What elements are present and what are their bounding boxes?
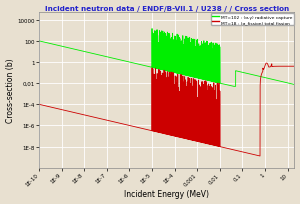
MT=102 : (σ,γ) radiative capture: (4.75e-09, 14.5): (σ,γ) radiative capture: (4.75e-09, 14.5… — [75, 49, 79, 52]
MT=18 : (σ_fission) total fission: (3.93e-10, 5.05e-05): (σ_fission) total fission: (3.93e-10, 5.… — [51, 107, 54, 109]
MT=102 : (σ,γ) radiative capture: (0.0401, 0.005): (σ,γ) radiative capture: (0.0401, 0.005) — [232, 86, 235, 88]
Line: MT=102 : (σ,γ) radiative capture: MT=102 : (σ,γ) radiative capture — [39, 29, 294, 87]
MT=18 : (σ_fission) total fission: (1e-10, 0.0001): (σ_fission) total fission: (1e-10, 0.000… — [37, 104, 41, 106]
MT=18 : (σ_fission) total fission: (8.38e-08, 3.45e-06): (σ_fission) total fission: (8.38e-08, 3.… — [103, 119, 107, 121]
MT=102 : (σ,γ) radiative capture: (8.85e-05, 0.106): (σ,γ) radiative capture: (8.85e-05, 0.10… — [172, 72, 175, 74]
MT=102 : (σ,γ) radiative capture: (1e-10, 100): (σ,γ) radiative capture: (1e-10, 100) — [37, 40, 41, 43]
MT=102 : (σ,γ) radiative capture: (0.000745, 0.0366): (σ,γ) radiative capture: (0.000745, 0.03… — [193, 76, 196, 79]
MT=18 : (σ_fission) total fission: (0.6, 1.29e-09): (σ_fission) total fission: (0.6, 1.29e-0… — [258, 155, 262, 157]
MT=18 : (σ_fission) total fission: (4.75e-09, 1.45e-05): (σ_fission) total fission: (4.75e-09, 1.… — [75, 112, 79, 115]
MT=102 : (σ,γ) radiative capture: (20, 0.00751): (σ,γ) radiative capture: (20, 0.00751) — [292, 84, 296, 86]
MT=102 : (σ,γ) radiative capture: (9.99e-06, 1.45e+03): (σ,γ) radiative capture: (9.99e-06, 1.45… — [150, 28, 154, 31]
MT=102 : (σ,γ) radiative capture: (6.11e-05, 0.128): (σ,γ) radiative capture: (6.11e-05, 0.12… — [168, 71, 172, 73]
Line: MT=18 : (σ_fission) total fission: MT=18 : (σ_fission) total fission — [39, 64, 294, 156]
MT=18 : (σ_fission) total fission: (8.83e-05, 1.06e-07): (σ_fission) total fission: (8.83e-05, 1.… — [172, 135, 175, 137]
X-axis label: Incident Energy (MeV): Incident Energy (MeV) — [124, 190, 209, 198]
Y-axis label: Cross-section (b): Cross-section (b) — [6, 58, 15, 123]
MT=102 : (σ,γ) radiative capture: (8.38e-08, 3.45): (σ,γ) radiative capture: (8.38e-08, 3.45… — [103, 56, 107, 58]
Title: Incident neutron data / ENDF/B-VII.1 / U238 / / Cross section: Incident neutron data / ENDF/B-VII.1 / U… — [45, 6, 289, 11]
Legend: MT=102 : (σ,γ) radiative capture, MT=18 : (σ_fission) total fission: MT=102 : (σ,γ) radiative capture, MT=18 … — [211, 14, 294, 26]
MT=18 : (σ_fission) total fission: (1.17, 0.8): (σ_fission) total fission: (1.17, 0.8) — [265, 62, 268, 65]
MT=18 : (σ_fission) total fission: (20, 0.4): (σ_fission) total fission: (20, 0.4) — [292, 66, 296, 68]
MT=18 : (σ_fission) total fission: (0.000743, 3.67e-08): (σ_fission) total fission: (0.000743, 3.… — [193, 140, 196, 142]
MT=18 : (σ_fission) total fission: (6.1e-05, 1.28e-07): (σ_fission) total fission: (6.1e-05, 1.2… — [168, 134, 172, 136]
MT=102 : (σ,γ) radiative capture: (3.93e-10, 50.5): (σ,γ) radiative capture: (3.93e-10, 50.5… — [51, 44, 54, 46]
